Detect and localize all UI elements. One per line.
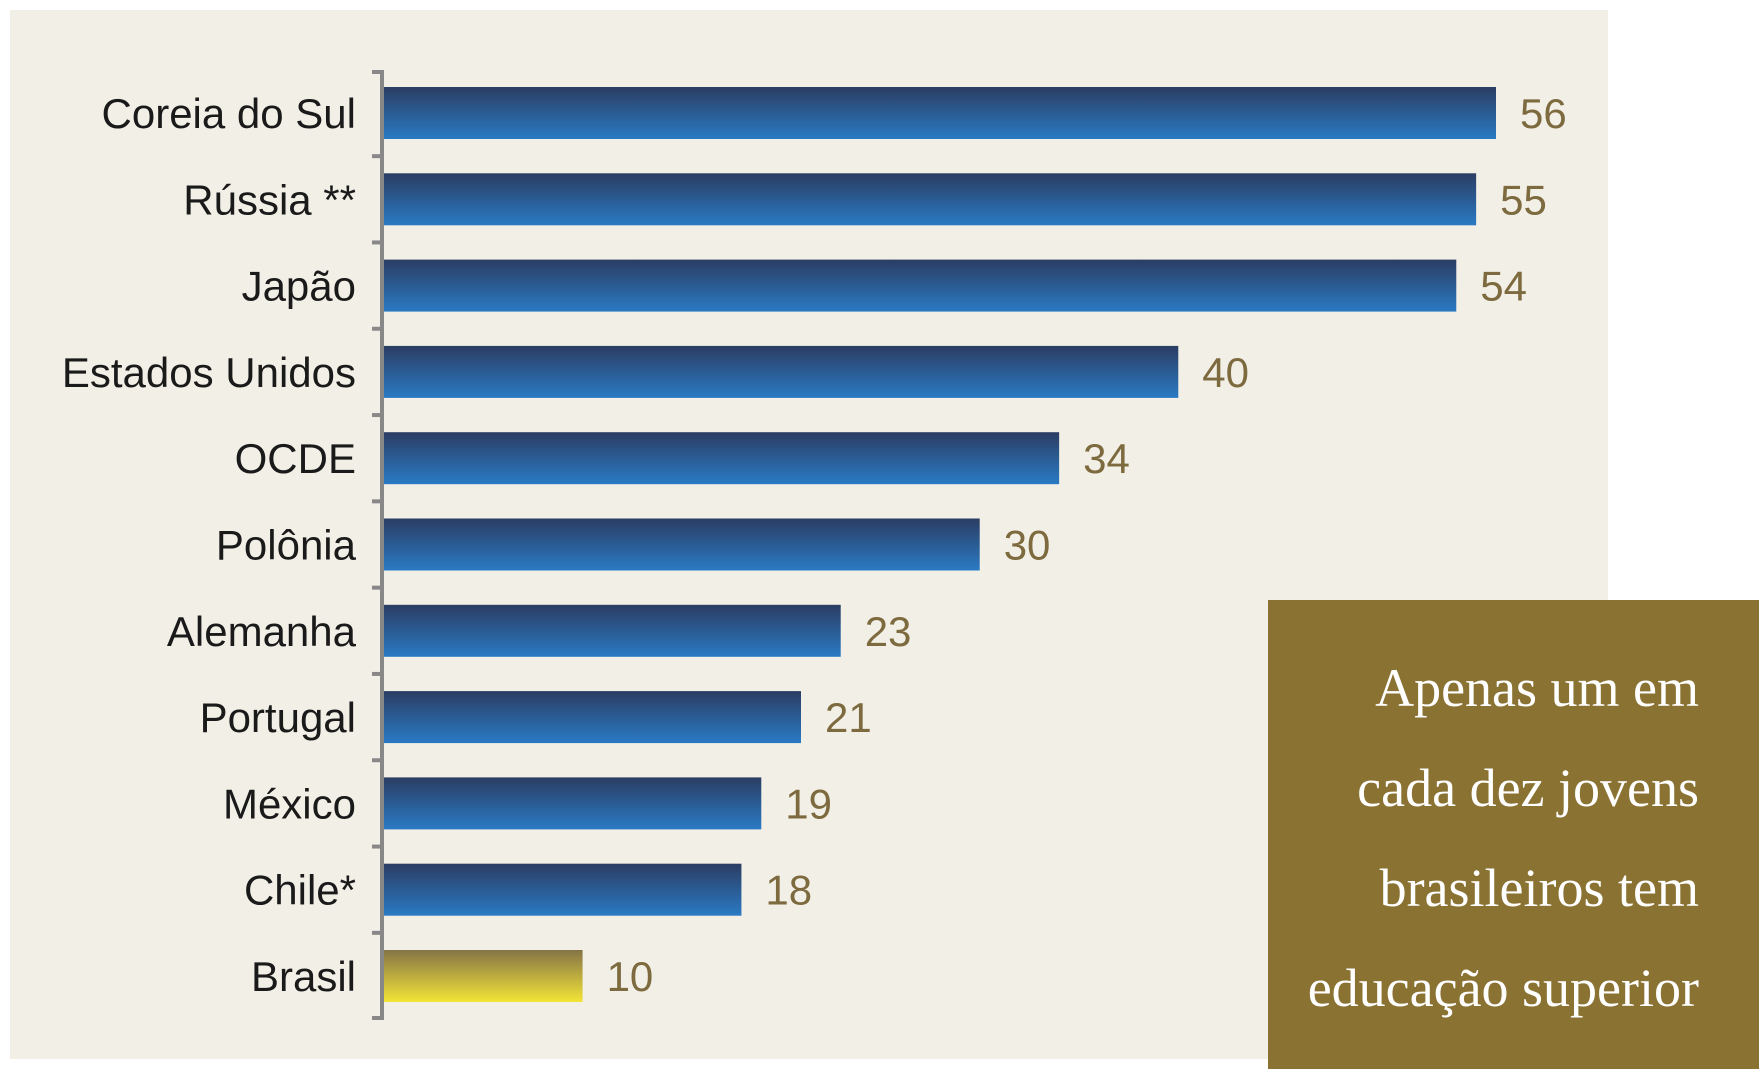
value-label: 30 — [1004, 522, 1051, 569]
value-label: 56 — [1520, 90, 1567, 137]
category-label: México — [223, 780, 356, 827]
bar — [384, 691, 801, 744]
value-label: 19 — [785, 780, 832, 827]
bar — [384, 863, 742, 916]
value-label: 54 — [1480, 263, 1527, 310]
bar — [384, 950, 583, 1002]
category-label: Portugal — [200, 694, 356, 741]
value-label: 18 — [765, 867, 812, 914]
category-label: Japão — [242, 263, 356, 310]
callout-box: Apenas um em cada dez jovens brasileiros… — [1268, 600, 1759, 1069]
bar — [384, 432, 1060, 485]
category-label: OCDE — [235, 435, 356, 482]
chart-panel: Coreia do Sul 56 Rússia ** 55 Japão 54 Estados… — [10, 10, 1759, 1069]
bar — [384, 518, 980, 571]
bar-chart: Coreia do Sul 56 Rússia ** 55 Japão 54 Estados… — [62, 70, 1567, 1020]
value-label: 40 — [1202, 349, 1249, 396]
callout-line: cada dez jovens — [1357, 758, 1699, 818]
labels: Coreia do Sul 56 Rússia ** 55 Japão 54 Estados… — [62, 90, 1567, 1000]
category-label: Rússia ** — [183, 176, 356, 223]
callout-line: brasileiros tem — [1379, 858, 1699, 918]
callout-text: Apenas um em cada dez jovens brasileiros… — [1308, 638, 1699, 1038]
category-axis — [372, 70, 384, 1020]
value-label: 10 — [607, 953, 654, 1000]
bar — [384, 259, 1457, 312]
value-label: 21 — [825, 694, 872, 741]
category-label: Estados Unidos — [62, 349, 356, 396]
bar — [384, 345, 1179, 398]
bar — [384, 173, 1477, 226]
category-label: Coreia do Sul — [102, 90, 356, 137]
bar — [384, 604, 841, 657]
category-label: Alemanha — [167, 608, 357, 655]
bar — [384, 87, 1496, 139]
callout-line: Apenas um em — [1375, 658, 1699, 718]
value-label: 55 — [1500, 176, 1547, 223]
bars — [384, 87, 1496, 1002]
bar — [384, 777, 762, 830]
category-label: Polônia — [216, 522, 357, 569]
value-label: 34 — [1083, 435, 1130, 482]
value-label: 23 — [865, 608, 912, 655]
callout-line: educação superior — [1307, 958, 1699, 1018]
category-label: Brasil — [251, 953, 356, 1000]
category-label: Chile* — [244, 867, 356, 914]
